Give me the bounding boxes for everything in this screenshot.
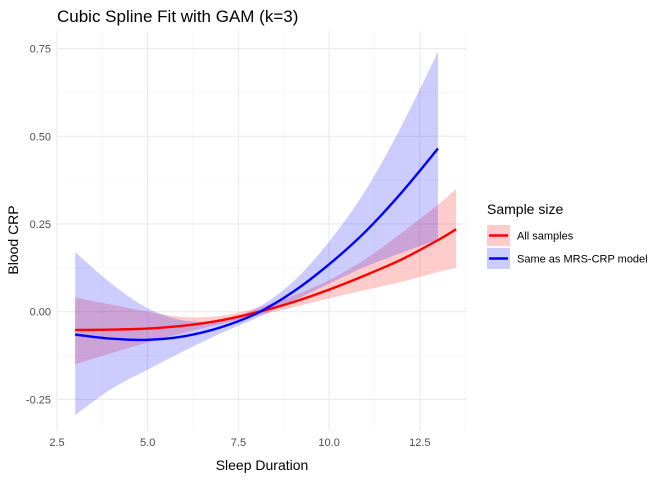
x-axis-ticks: 2.5 5.0 7.5 10.0 12.5 — [49, 437, 430, 449]
x-tick-label: 5.0 — [140, 437, 155, 449]
confidence-band-0 — [75, 188, 457, 365]
y-tick-label: 0.50 — [30, 131, 51, 143]
legend-label: Same as MRS-CRP model — [517, 254, 648, 266]
grid — [56, 31, 467, 431]
legend-label: All samples — [517, 231, 574, 243]
y-tick-label: 0.25 — [30, 219, 51, 231]
confidence-band-1 — [75, 52, 438, 416]
series-lines — [75, 147, 457, 342]
legend-title: Sample size — [487, 201, 563, 217]
series-line-0 — [75, 228, 457, 332]
y-tick-label: 0.00 — [30, 307, 51, 319]
confidence-bands — [75, 52, 457, 416]
series-line-1 — [75, 147, 439, 342]
x-tick-label: 10.0 — [318, 437, 339, 449]
legend: Sample size All samples Same as MRS-CRP m… — [487, 201, 648, 269]
x-tick-label: 2.5 — [49, 437, 64, 449]
y-tick-label: -0.25 — [26, 394, 51, 406]
y-axis-ticks: -0.25 0.00 0.25 0.50 0.75 — [26, 44, 51, 407]
chart-title: Cubic Spline Fit with GAM (k=3) — [57, 7, 298, 26]
y-tick-label: 0.75 — [30, 44, 51, 56]
y-axis-title: Blood CRP — [5, 205, 21, 274]
x-tick-label: 12.5 — [409, 437, 430, 449]
x-axis-title: Sleep Duration — [216, 457, 309, 473]
x-tick-label: 7.5 — [231, 437, 246, 449]
